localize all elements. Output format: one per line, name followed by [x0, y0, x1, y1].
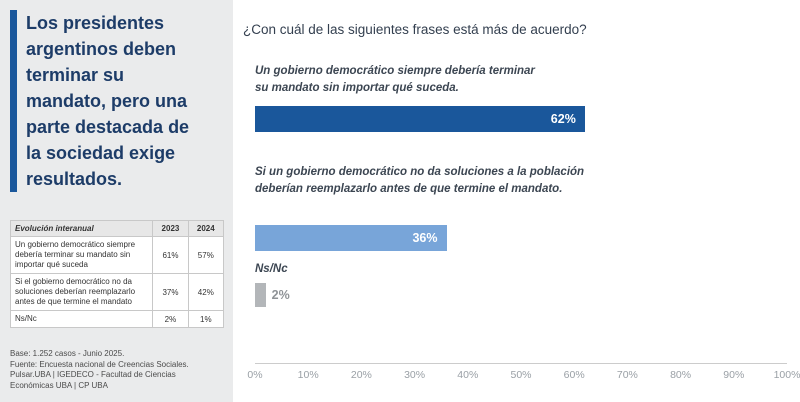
question-title: ¿Con cuál de las siguientes frases está … — [243, 22, 587, 37]
table-col-2024: 2024 — [187, 220, 225, 237]
table-row-label: Si el gobierno democrático no da solucio… — [9, 273, 154, 311]
table-row: Si el gobierno democrático no da solucio… — [9, 273, 225, 311]
x-tick: 60% — [563, 369, 585, 381]
x-tick: 90% — [723, 369, 745, 381]
table-row-value-2024: 1% — [187, 310, 225, 328]
sidebar: Los presidentes argentinos deben termina… — [0, 0, 233, 402]
bar-chart: Un gobierno democrático siempre debería … — [247, 63, 800, 383]
bar-nsnc — [255, 283, 266, 307]
nsnc-label: Ns/Nc — [255, 263, 288, 275]
x-axis-ticks: 0% 10% 20% 30% 40% 50% 60% 70% 80% 90% 1… — [247, 369, 800, 383]
table-row-value-2024: 42% — [187, 273, 225, 311]
x-tick: 20% — [350, 369, 372, 381]
footnote: Base: 1.252 casos - Junio 2025. Fuente: … — [10, 349, 224, 392]
x-axis: 0% 10% 20% 30% 40% 50% 60% 70% 80% 90% 1… — [247, 363, 800, 383]
x-tick: 100% — [773, 369, 800, 381]
x-tick: 0% — [247, 369, 263, 381]
table-row-value-2023: 61% — [152, 236, 189, 274]
x-tick: 30% — [404, 369, 426, 381]
table-row: Ns/Nc 2% 1% — [9, 310, 225, 328]
bar-statement-1: 62% — [255, 106, 585, 132]
footnote-base: Base: 1.252 casos - Junio 2025. — [10, 348, 125, 358]
accent-bar — [10, 10, 17, 192]
bar-1-value-label: 62% — [550, 112, 576, 126]
nsnc-value-label: 2% — [271, 288, 290, 302]
x-axis-line — [255, 363, 787, 364]
x-tick: 50% — [510, 369, 532, 381]
nsnc-bar-row: 2% — [255, 283, 787, 307]
headline-text: Los presidentes argentinos deben termina… — [26, 13, 190, 189]
bar-2-value-label: 36% — [412, 231, 438, 245]
x-tick: 70% — [616, 369, 638, 381]
x-tick: 40% — [457, 369, 479, 381]
table-row-value-2023: 37% — [152, 273, 189, 311]
footnote-source: Fuente: Encuesta nacional de Creencias S… — [10, 359, 189, 391]
evolution-table: Evolución interanual 2023 2024 Un gobier… — [9, 220, 225, 328]
table-row-value-2023: 2% — [152, 310, 189, 328]
table-title: Evolución interanual — [9, 220, 154, 237]
table-row: Un gobierno democrático siempre debería … — [9, 236, 225, 274]
x-tick: 10% — [297, 369, 319, 381]
table-header-row: Evolución interanual 2023 2024 — [9, 220, 225, 237]
x-tick: 80% — [670, 369, 692, 381]
statement-2-label: Si un gobierno democrático no da solucio… — [255, 166, 585, 195]
table-col-2023: 2023 — [152, 220, 189, 237]
table-row-label: Ns/Nc — [9, 310, 154, 328]
bar-statement-2: 36% — [255, 225, 447, 251]
main-panel: ¿Con cuál de las siguientes frases está … — [233, 0, 800, 402]
headline-block: Los presidentes argentinos deben termina… — [10, 10, 224, 192]
table-row-value-2024: 57% — [187, 236, 225, 274]
statement-1-label: Un gobierno democrático siempre debería … — [255, 65, 535, 94]
table-row-label: Un gobierno democrático siempre debería … — [9, 236, 154, 274]
